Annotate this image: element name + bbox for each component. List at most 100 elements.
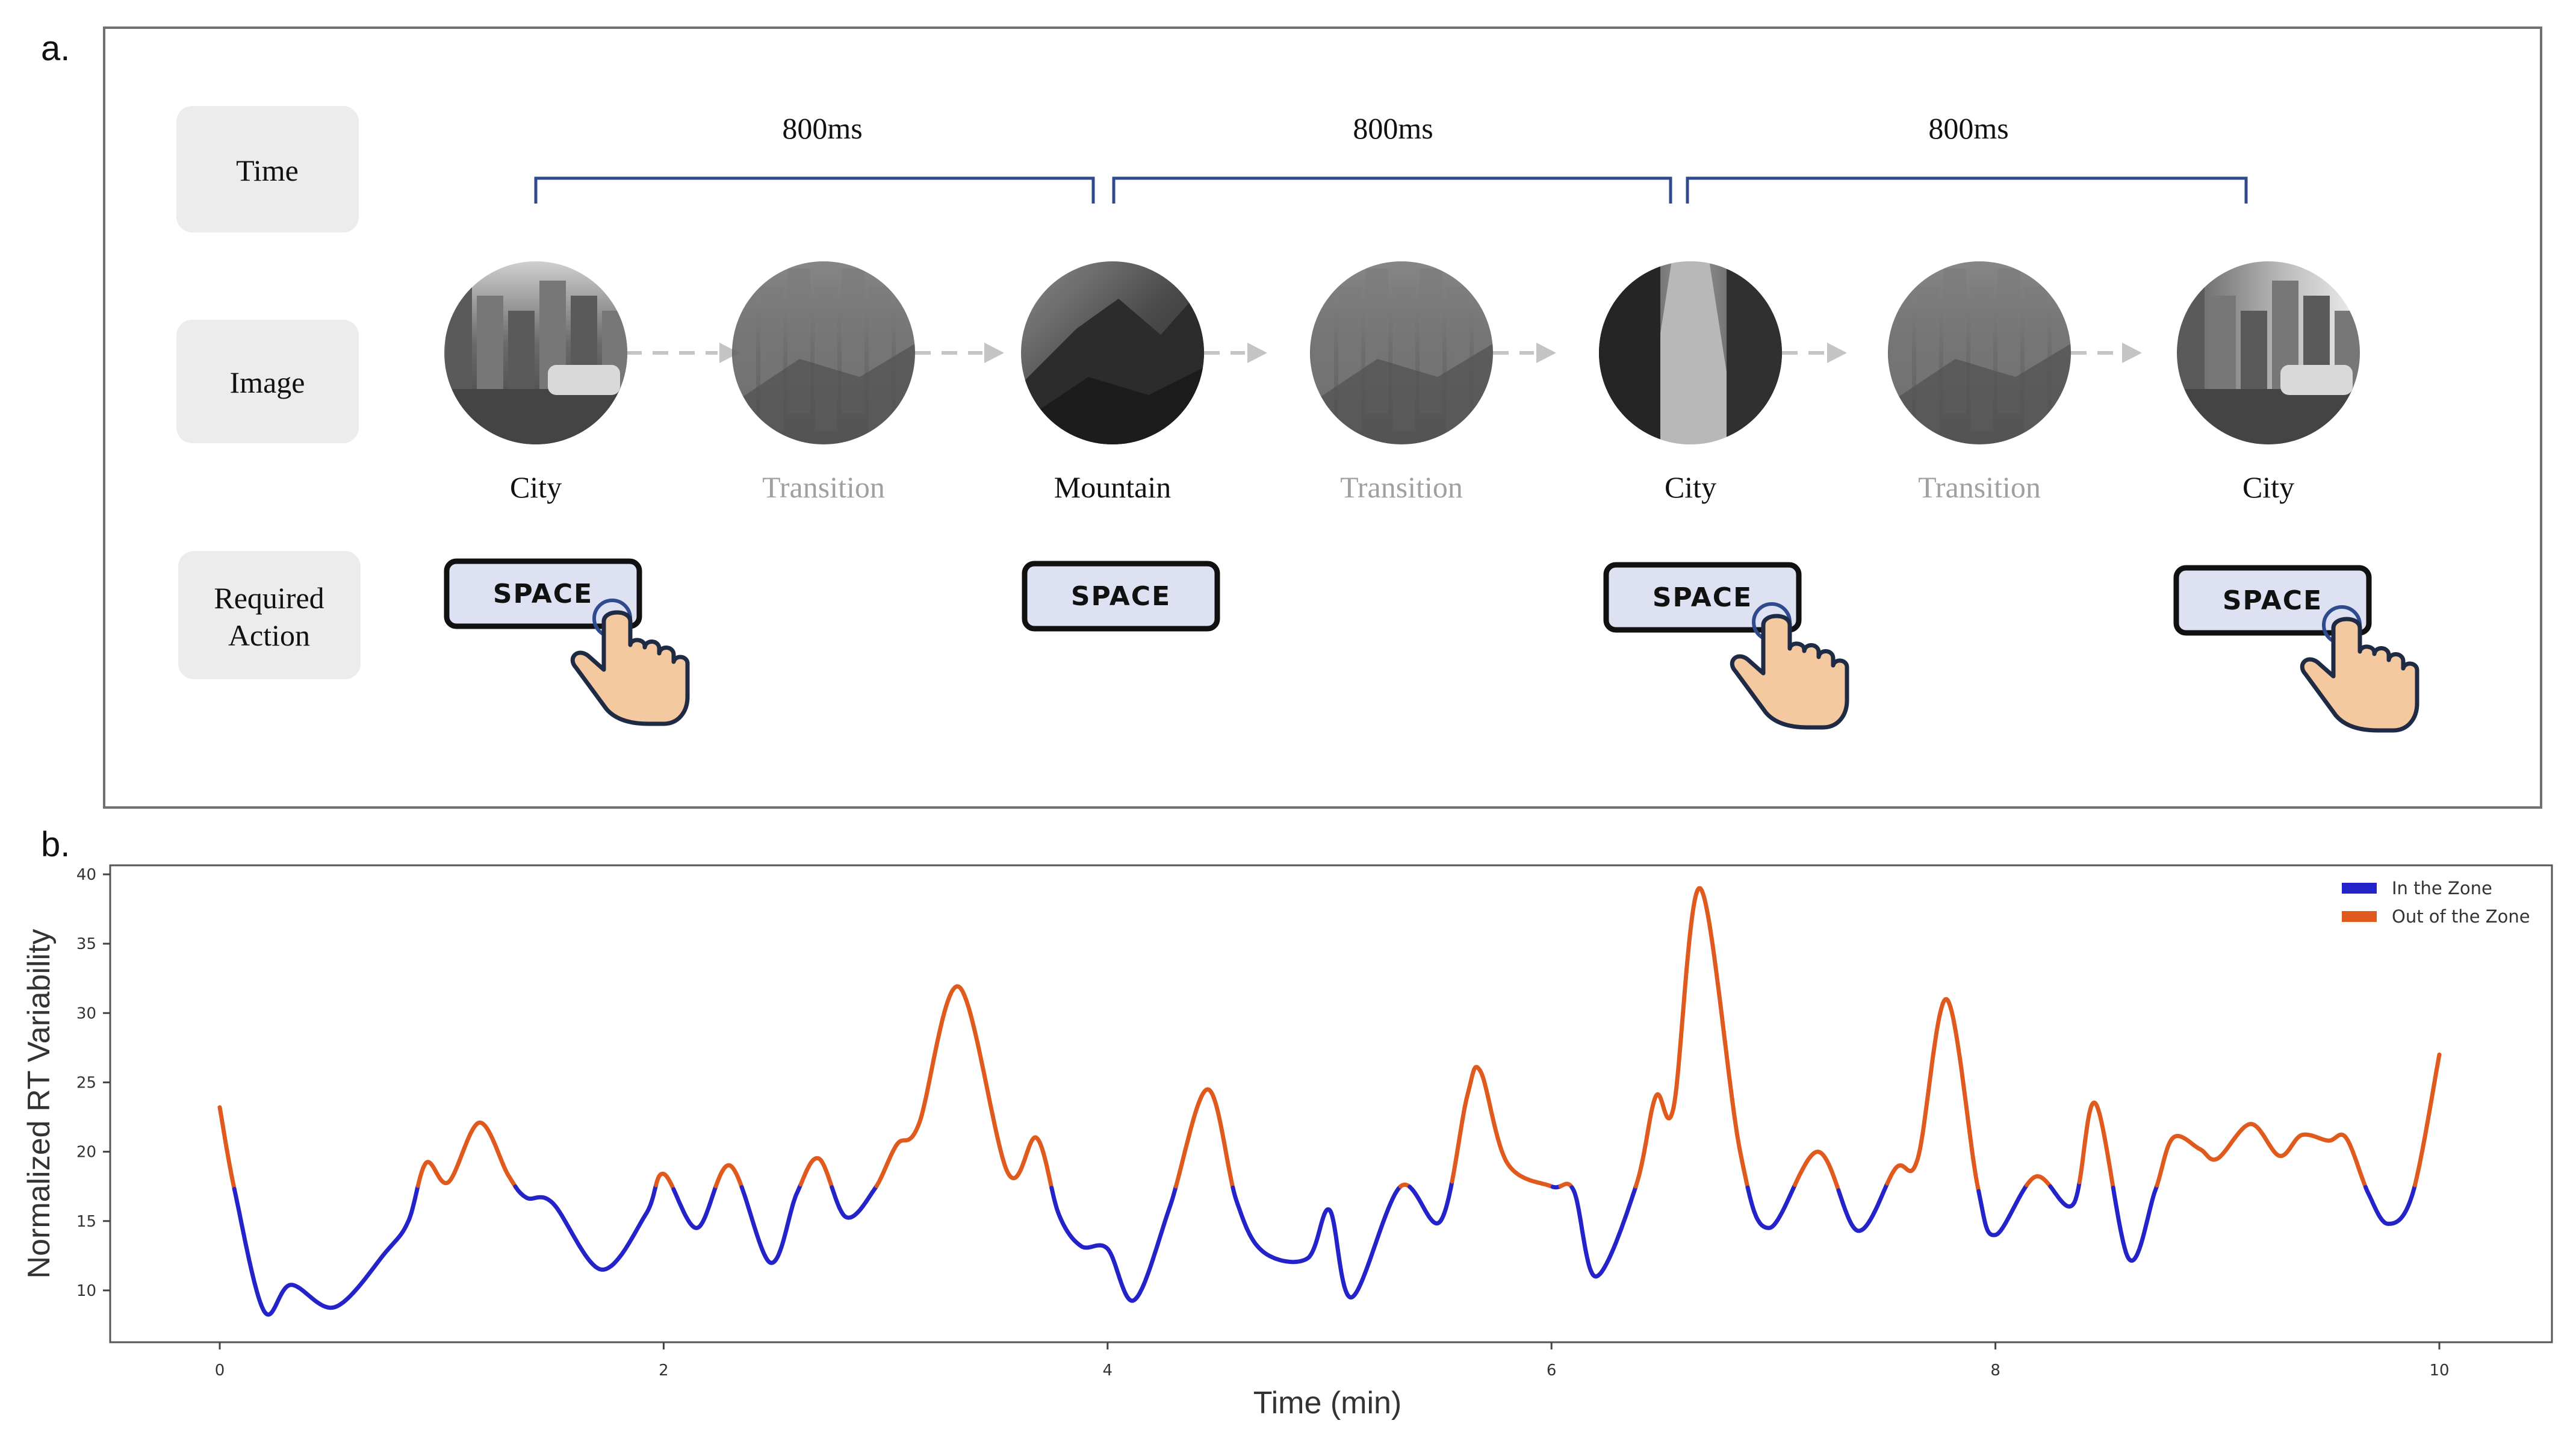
plot-area-frame — [109, 864, 2553, 1343]
y-tick-label: 25 — [76, 1074, 96, 1092]
y-tick-label: 30 — [76, 1004, 96, 1022]
pointing-hand-icon — [2300, 605, 2419, 733]
panel-b-label: b. — [41, 825, 70, 864]
x-tick-label: 0 — [215, 1362, 225, 1380]
in-zone-segment — [232, 1183, 420, 1317]
legend-swatch — [2342, 911, 2377, 922]
x-tick-label: 2 — [659, 1362, 669, 1380]
interval-brackets — [534, 176, 2248, 204]
in-zone-segment — [2048, 1180, 2082, 1209]
out-of-zone-segment — [217, 1105, 237, 1192]
y-tick-label: 10 — [76, 1282, 96, 1300]
space-key-label: SPACE — [1653, 582, 1752, 613]
x-tick-label: 10 — [2429, 1362, 2449, 1380]
out-of-zone-segment — [874, 984, 1054, 1190]
out-of-zone-segment — [1173, 1087, 1235, 1190]
x-tick-label: 6 — [1547, 1362, 1557, 1380]
row-label-image-text: Image — [230, 366, 305, 399]
space-key-label: SPACE — [1071, 581, 1171, 612]
interval-label-3: 800ms — [1928, 111, 2008, 145]
in-zone-segment — [2111, 1183, 2159, 1263]
x-axis-label: Time (min) — [1253, 1386, 1402, 1421]
stimulus-1: City — [444, 261, 627, 504]
in-zone-segment — [830, 1184, 879, 1220]
in-zone-segment — [1049, 1184, 1178, 1303]
in-zone-segment — [1407, 1179, 1454, 1226]
in-zone-segment — [1569, 1184, 1638, 1279]
in-zone-segment — [1836, 1181, 1890, 1233]
in-zone-segment — [2363, 1183, 2417, 1226]
x-tick-label: 8 — [1990, 1362, 2000, 1380]
stimulus-5: City — [1599, 261, 1782, 504]
stimulus-label-6: Transition — [1918, 470, 2041, 504]
panel-a-label: a. — [41, 29, 70, 68]
stimulus-label-2: Transition — [762, 470, 885, 504]
row-label-image: Image — [176, 320, 359, 443]
stimulus-6: Transition — [1888, 261, 2071, 504]
stimulus-2: Transition — [732, 261, 915, 504]
out-of-zone-segment — [1450, 1065, 1555, 1189]
out-of-zone-segment — [1793, 1150, 1841, 1193]
out-of-zone-segment — [654, 1171, 676, 1192]
action-2: SPACE — [1022, 561, 1220, 632]
stimulus-label-7: City — [2242, 470, 2294, 504]
in-zone-segment — [1231, 1184, 1403, 1299]
chart-axes: 0 2 4 6 8 10 10 15 20 25 30 35 40 — [76, 866, 2450, 1380]
out-of-zone-segment — [1558, 1181, 1574, 1190]
y-tick-label: 35 — [76, 935, 96, 953]
y-tick-label: 20 — [76, 1144, 96, 1162]
action-3: SPACE — [1603, 562, 1849, 730]
space-key — [1603, 562, 1802, 633]
stimulus-sequence: City Transition Mountain Transition City Tran… — [444, 261, 2360, 504]
interval-label-1: 800ms — [782, 111, 862, 145]
pointing-hand-icon — [1730, 602, 1849, 730]
row-label-action-line1: Required — [214, 581, 324, 615]
rt-variability-line — [217, 886, 2442, 1317]
stimulus-label-4: Transition — [1340, 470, 1463, 504]
stimulus-3: Mountain — [1021, 261, 1204, 504]
stimulus-label-1: City — [510, 470, 562, 504]
pointing-hand-icon — [570, 599, 690, 726]
space-key — [2173, 565, 2372, 636]
action-1: SPACE — [444, 558, 690, 726]
action-4: SPACE — [2173, 565, 2419, 733]
panel-a-frame — [103, 26, 2542, 809]
bracket-3 — [1686, 176, 2248, 204]
stimulus-label-5: City — [1665, 470, 1716, 504]
out-of-zone-segment — [2155, 1122, 2368, 1189]
in-zone-segment — [739, 1182, 803, 1265]
row-label-time-text: Time — [236, 154, 299, 187]
legend-swatch — [2342, 883, 2377, 894]
out-of-zone-segment — [1633, 886, 1750, 1190]
space-key — [1022, 561, 1220, 632]
stimulus-7: City — [2177, 261, 2360, 504]
space-key-label: SPACE — [493, 579, 593, 609]
space-key — [444, 558, 642, 629]
bracket-2 — [1112, 176, 1672, 204]
in-zone-segment — [1745, 1183, 1798, 1230]
out-of-zone-segment — [798, 1156, 834, 1190]
y-tick-label: 40 — [76, 866, 96, 884]
legend-label: Out of the Zone — [2392, 906, 2530, 927]
legend-label: In the Zone — [2392, 878, 2492, 898]
out-of-zone-segment — [1885, 997, 1981, 1193]
out-of-zone-segment — [713, 1163, 744, 1190]
in-zone-segment — [671, 1184, 718, 1230]
chart-legend: In the Zone Out of the Zone — [2342, 878, 2530, 927]
row-label-time: Time — [176, 106, 359, 232]
y-axis-label: Normalized RT Variability — [22, 929, 57, 1279]
stimulus-4: Transition — [1310, 261, 1493, 504]
required-actions: SPACE SPACE SPACE SPACE — [444, 558, 2419, 733]
space-key-label: SPACE — [2223, 585, 2323, 616]
out-of-zone-segment — [415, 1120, 518, 1189]
out-of-zone-segment — [2025, 1174, 2053, 1189]
in-zone-segment — [1976, 1183, 2029, 1237]
row-label-action: Required Action — [178, 551, 361, 679]
y-tick-label: 15 — [76, 1213, 96, 1231]
out-of-zone-segment — [2077, 1100, 2115, 1190]
stimulus-label-3: Mountain — [1054, 470, 1171, 504]
sequence-arrows — [626, 343, 2142, 363]
out-of-zone-segment — [2413, 1052, 2442, 1187]
in-zone-segment — [513, 1183, 659, 1272]
